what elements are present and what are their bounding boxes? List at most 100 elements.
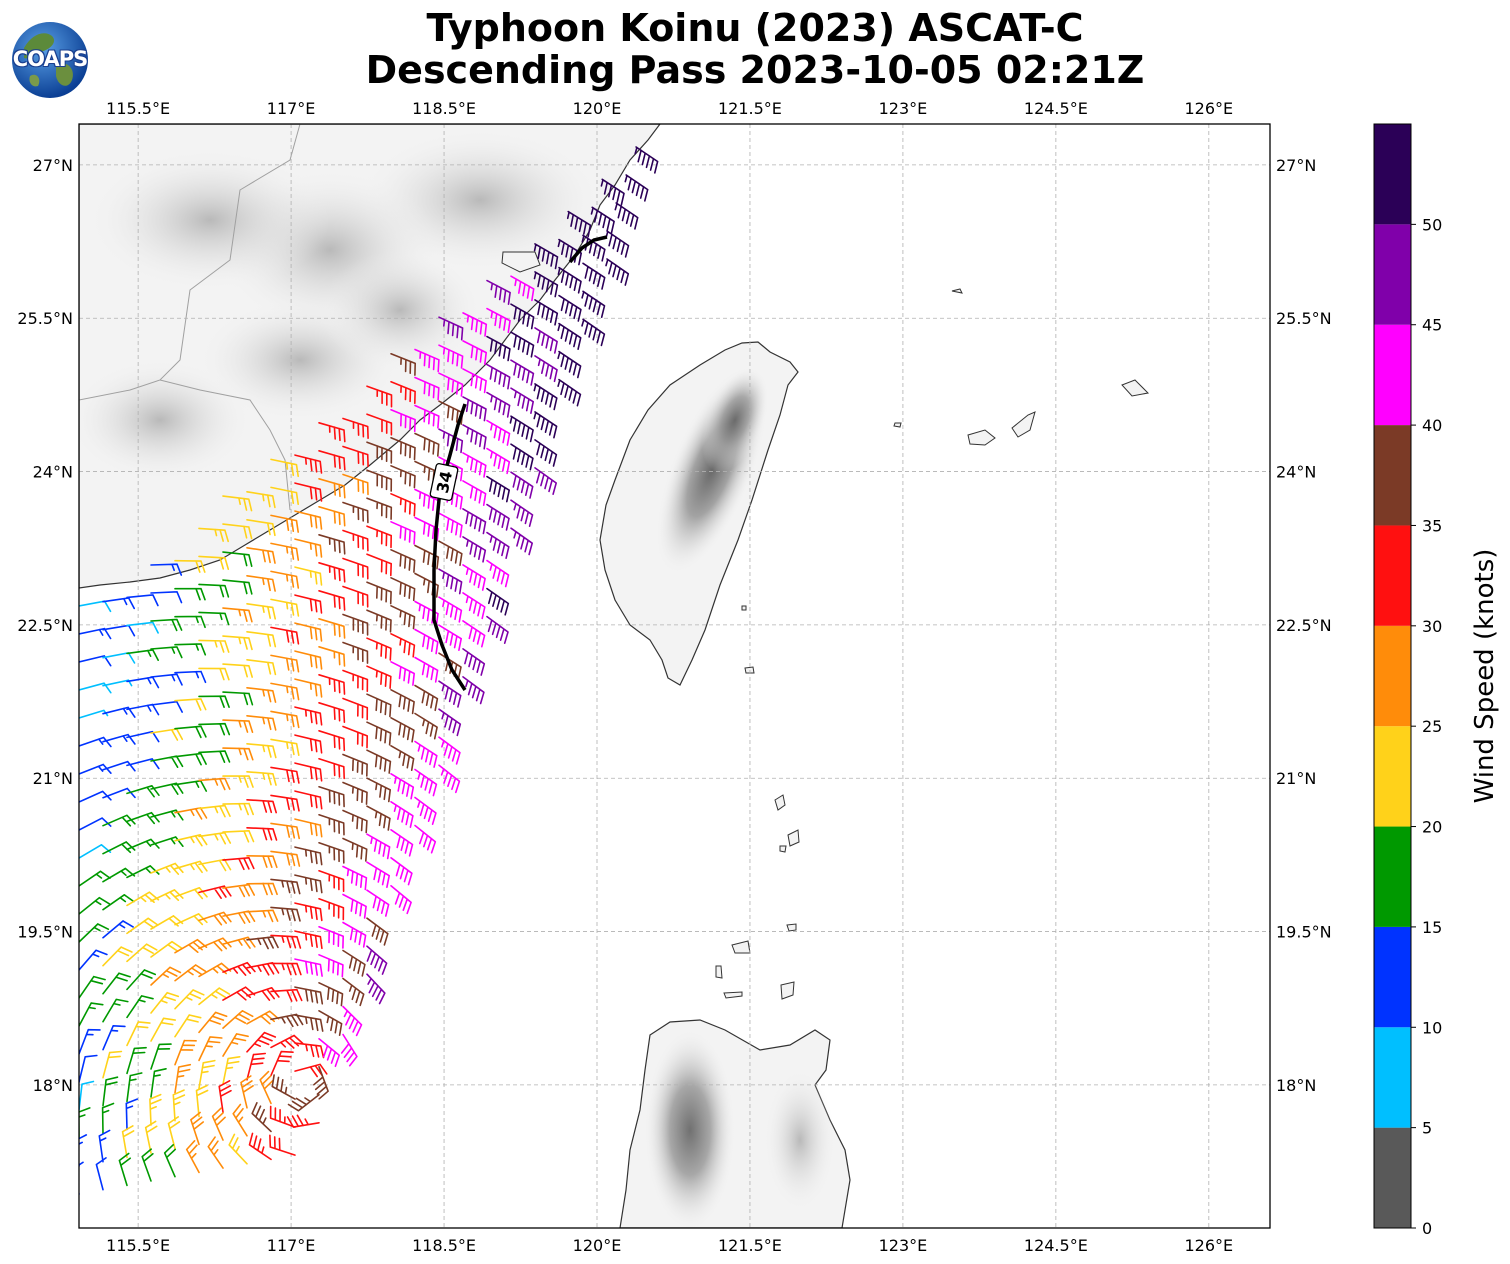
- wind-barb-259: [342, 781, 368, 805]
- wind-barb-35: [438, 372, 464, 397]
- wind-barb-90: [486, 475, 510, 503]
- wind-barb-323: [102, 946, 133, 967]
- wind-barb-321: [390, 885, 412, 915]
- colorbar-bin-3: [1374, 826, 1411, 927]
- wind-barb-415: [251, 1102, 272, 1133]
- wind-barb-57: [390, 437, 416, 461]
- wind-barb-207: [270, 710, 300, 729]
- wind-barb-261: [390, 773, 415, 800]
- wind-barb-265: [102, 841, 136, 855]
- wind-barb-166: [126, 676, 160, 689]
- wind-barb-401: [195, 1084, 209, 1118]
- wind-barb-103: [390, 521, 416, 545]
- wind-barb-387: [126, 1072, 143, 1103]
- wind-barb-396: [79, 1107, 91, 1139]
- wind-barb-77: [534, 439, 558, 467]
- wind-barb-80: [246, 519, 276, 537]
- wind-barb-180: [462, 620, 486, 648]
- wind-barb-416: [269, 1105, 296, 1128]
- wind-barb-292: [390, 829, 414, 857]
- wind-barb-63: [533, 411, 558, 439]
- wind-barb-426: [248, 1132, 272, 1161]
- wind-barb-324: [126, 943, 158, 963]
- wind-barb-107: [486, 503, 510, 531]
- wind-barb-260: [366, 777, 391, 803]
- mainland-terrain: [79, 130, 600, 480]
- wind-barb-129: [102, 624, 136, 637]
- wind-barb-195: [390, 661, 415, 686]
- wind-barb-272: [270, 822, 300, 840]
- wind-barb-115: [222, 579, 253, 595]
- wind-barb-400: [172, 1089, 186, 1122]
- wind-barb-22: [581, 290, 606, 318]
- wind-barb-32: [366, 385, 393, 408]
- wind-barb-15: [605, 258, 630, 286]
- wind-barb-273: [294, 818, 323, 838]
- wind-barb-188: [222, 691, 254, 706]
- wind-barb-189: [246, 687, 277, 703]
- wind-barb-213: [414, 684, 439, 712]
- wind-barb-374: [102, 1050, 123, 1079]
- wind-barb-316: [270, 906, 301, 922]
- lat-label-right-5: 19.5°N: [1276, 923, 1332, 942]
- wind-barb-186: [174, 698, 207, 711]
- wind-barb-29: [534, 327, 558, 354]
- lon-label-top-3: 120°E: [573, 99, 622, 118]
- wind-barb-171: [246, 659, 277, 676]
- wind-barb-332: [318, 926, 344, 949]
- colorbar-bin-6: [1374, 525, 1411, 626]
- wind-barb-143: [438, 568, 463, 595]
- wind-barb-21: [558, 294, 582, 322]
- wind-barb-4: [590, 206, 615, 234]
- lat-label-right-2: 24°N: [1276, 463, 1316, 482]
- wind-barb-96: [222, 551, 253, 567]
- wind-barb-335: [79, 975, 106, 999]
- wind-barb-236: [174, 780, 208, 792]
- wind-barb-208: [294, 706, 323, 726]
- wind-barb-258: [318, 786, 345, 808]
- wind-barb-17: [462, 312, 488, 337]
- wind-barb-385: [79, 1080, 95, 1111]
- wind-barb-311: [150, 915, 184, 930]
- wind-barb-51: [557, 378, 582, 407]
- wind-barb-363: [126, 1021, 151, 1047]
- wind-barb-344: [294, 958, 323, 977]
- lat-label-left-2: 24°N: [33, 463, 73, 482]
- wind-barb-256: [270, 794, 300, 812]
- wind-barb-275: [342, 809, 368, 834]
- wind-barb-234: [126, 785, 160, 798]
- colorbar-tick-label-0: 0: [1422, 1219, 1432, 1238]
- wind-barb-162: [462, 592, 486, 620]
- wind-barb-126: [486, 531, 510, 559]
- wind-barb-411: [167, 1116, 181, 1150]
- wind-barb-333: [342, 921, 367, 948]
- lon-label-bottom-4: 121.5°E: [718, 1236, 782, 1255]
- wind-barb-269: [198, 831, 232, 845]
- wind-barb-24: [414, 348, 440, 373]
- wind-barb-9: [605, 230, 630, 258]
- wind-barb-392: [246, 1052, 266, 1081]
- wind-barb-128: [79, 627, 112, 640]
- wind-barb-197: [438, 652, 462, 680]
- wind-barb-84: [342, 501, 369, 524]
- wind-barb-243: [342, 753, 368, 777]
- wind-barb-393: [270, 1050, 294, 1077]
- wind-barb-409: [121, 1125, 135, 1159]
- wind-barb-111: [126, 594, 159, 607]
- wind-barb-127: [510, 527, 533, 556]
- wind-barb-422: [163, 1144, 176, 1178]
- wind-barb-141: [390, 577, 416, 602]
- wind-barb-81: [270, 514, 299, 533]
- wind-barb-202: [150, 728, 184, 741]
- lat-label-right-1: 25.5°N: [1276, 309, 1332, 328]
- wind-barb-304: [318, 870, 345, 892]
- wind-barb-331: [294, 930, 323, 950]
- wind-barb-246: [414, 740, 438, 768]
- wind-barb-152: [222, 635, 253, 651]
- lat-label-left-0: 27°N: [33, 156, 73, 175]
- wind-barb-371: [318, 1010, 343, 1036]
- wind-barb-190: [270, 682, 300, 701]
- wind-barb-368: [246, 1010, 280, 1025]
- wind-barb-14: [582, 262, 606, 290]
